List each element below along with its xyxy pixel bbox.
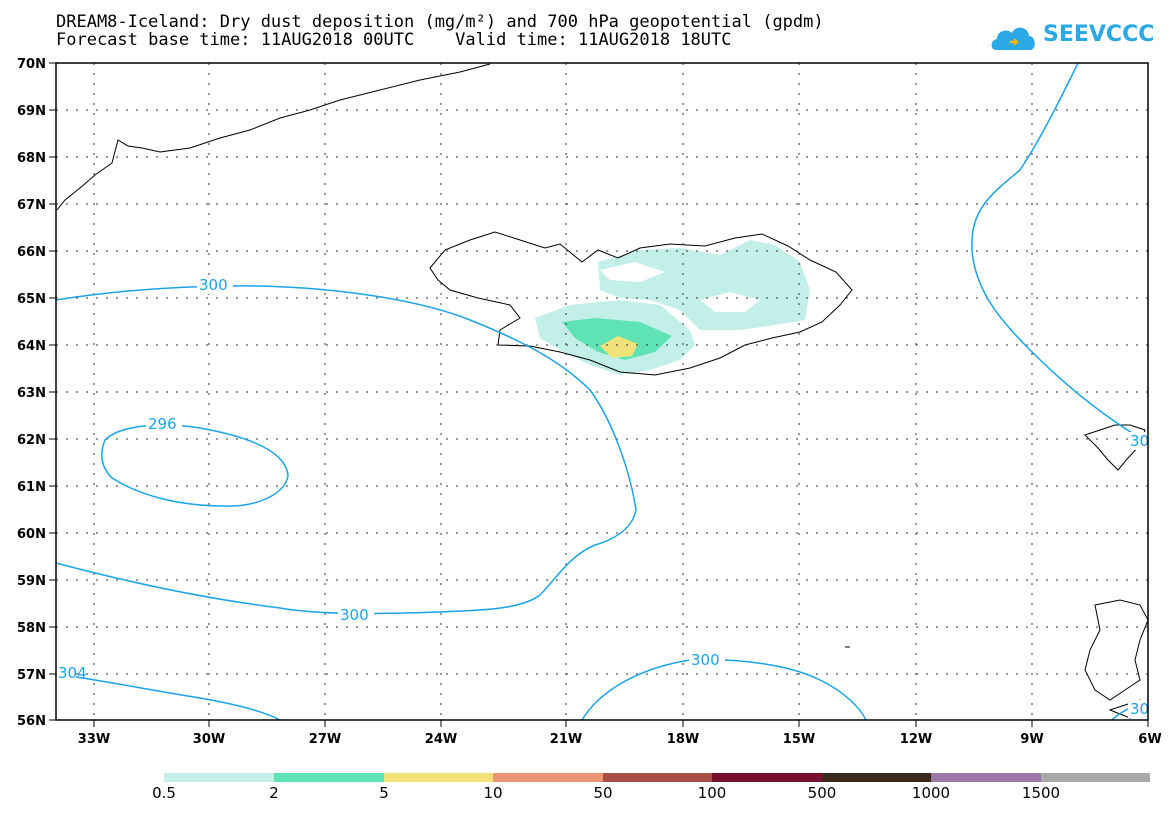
contour-label: 300 (199, 276, 228, 294)
contour-label: 296 (148, 415, 177, 433)
colorbar-swatch (384, 773, 493, 782)
colorbar-swatch (603, 773, 712, 782)
colorbar (164, 773, 1150, 782)
cloud-logo-icon (991, 27, 1035, 50)
lat-label: 63N (17, 386, 46, 401)
colorbar-label: 500 (807, 784, 837, 802)
map-title-line1: DREAM8-Iceland: Dry dust deposition (mg/… (56, 12, 824, 32)
colorbar-label: 50 (593, 784, 613, 802)
lat-label: 56N (17, 714, 46, 729)
colorbar-swatch (931, 773, 1041, 782)
contour-label: 30 (1130, 700, 1149, 718)
lat-label: 65N (17, 292, 46, 307)
lon-label: 24W (425, 732, 457, 747)
lat-label: 69N (17, 104, 46, 119)
lon-label: 21W (550, 732, 582, 747)
colorbar-swatch (1041, 773, 1150, 782)
lon-label: 6W (1138, 732, 1161, 747)
dust-deposition-shading (535, 240, 810, 375)
map-frame (55, 62, 1149, 721)
colorbar-swatch (822, 773, 931, 782)
coastlines (56, 63, 1149, 719)
longitude-labels: 33W 30W 27W 24W 21W 18W 15W 12W 9W 6W (78, 732, 1162, 747)
lat-label: 68N (17, 151, 46, 166)
lat-label: 62N (17, 433, 46, 448)
contour-label: 300 (340, 606, 369, 624)
lat-label: 64N (17, 339, 46, 354)
map-title-line2: Forecast base time: 11AUG2018 00UTC Vali… (56, 30, 732, 50)
lat-label: 61N (17, 480, 46, 495)
colorbar-label: 2 (269, 784, 279, 802)
lat-label: 70N (17, 57, 46, 72)
latitude-labels: 70N 69N 68N 67N 66N 65N 64N 63N 62N 61N … (17, 57, 46, 729)
lat-label: 58N (17, 621, 46, 636)
lon-label: 33W (78, 732, 110, 747)
lon-label: 27W (309, 732, 341, 747)
lat-label: 66N (17, 245, 46, 260)
contour-labels: 300 296 300 300 304 30 30 (56, 276, 1149, 718)
lat-label: 59N (17, 574, 46, 589)
lat-label: 67N (17, 198, 46, 213)
lat-label: 57N (17, 668, 46, 683)
graticule (56, 63, 1148, 720)
colorbar-label: 10 (483, 784, 503, 802)
contour-label: 30 (1130, 432, 1149, 450)
colorbar-label: 0.5 (152, 784, 176, 802)
colorbar-label: 1000 (911, 784, 951, 802)
colorbar-label: 100 (697, 784, 727, 802)
logo-text: SEEVCCC (1043, 22, 1155, 47)
lon-label: 18W (667, 732, 699, 747)
lon-label: 15W (783, 732, 815, 747)
colorbar-label: 5 (379, 784, 389, 802)
lat-label: 60N (17, 527, 46, 542)
lon-label: 9W (1020, 732, 1043, 747)
colorbar-label: 1500 (1021, 784, 1061, 802)
colorbar-swatch (493, 773, 603, 782)
contour-label: 300 (691, 651, 720, 669)
colorbar-swatch (274, 773, 384, 782)
colorbar-swatch (712, 773, 822, 782)
contour-label: 304 (58, 664, 87, 682)
geopotential-contours (55, 62, 1149, 721)
axis-ticks (49, 62, 1149, 727)
colorbar-swatch (164, 773, 274, 782)
lon-label: 12W (900, 732, 932, 747)
lon-label: 30W (193, 732, 225, 747)
